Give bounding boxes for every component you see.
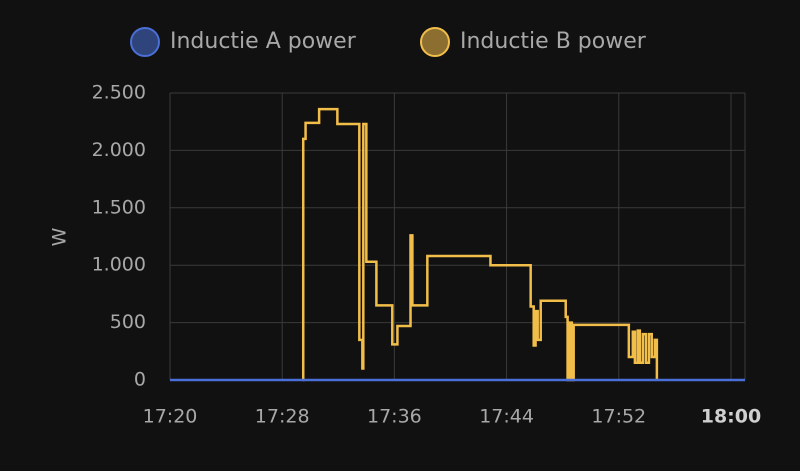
series-line: [301, 107, 659, 382]
legend-label[interactable]: Inductie A power: [170, 29, 357, 54]
y-tick-label: 2.000: [92, 139, 146, 161]
y-tick-label: 0: [134, 369, 146, 391]
x-tick-label: 18:00: [701, 406, 761, 428]
legend-label[interactable]: Inductie B power: [460, 29, 647, 54]
x-tick-label: 17:36: [367, 406, 422, 428]
y-axis-label: W: [49, 227, 71, 246]
x-tick-label: 17:28: [255, 406, 310, 428]
legend-marker[interactable]: [130, 27, 160, 57]
y-tick-label: 500: [110, 311, 146, 333]
legend-marker[interactable]: [420, 27, 450, 57]
y-tick-label: 1.000: [92, 254, 146, 276]
x-tick-label: 17:52: [591, 406, 646, 428]
y-tick-label: 1.500: [92, 196, 146, 218]
x-tick-label: 17:20: [143, 406, 198, 428]
x-tick-label: 17:44: [479, 406, 534, 428]
y-tick-label: 2.500: [92, 82, 146, 104]
